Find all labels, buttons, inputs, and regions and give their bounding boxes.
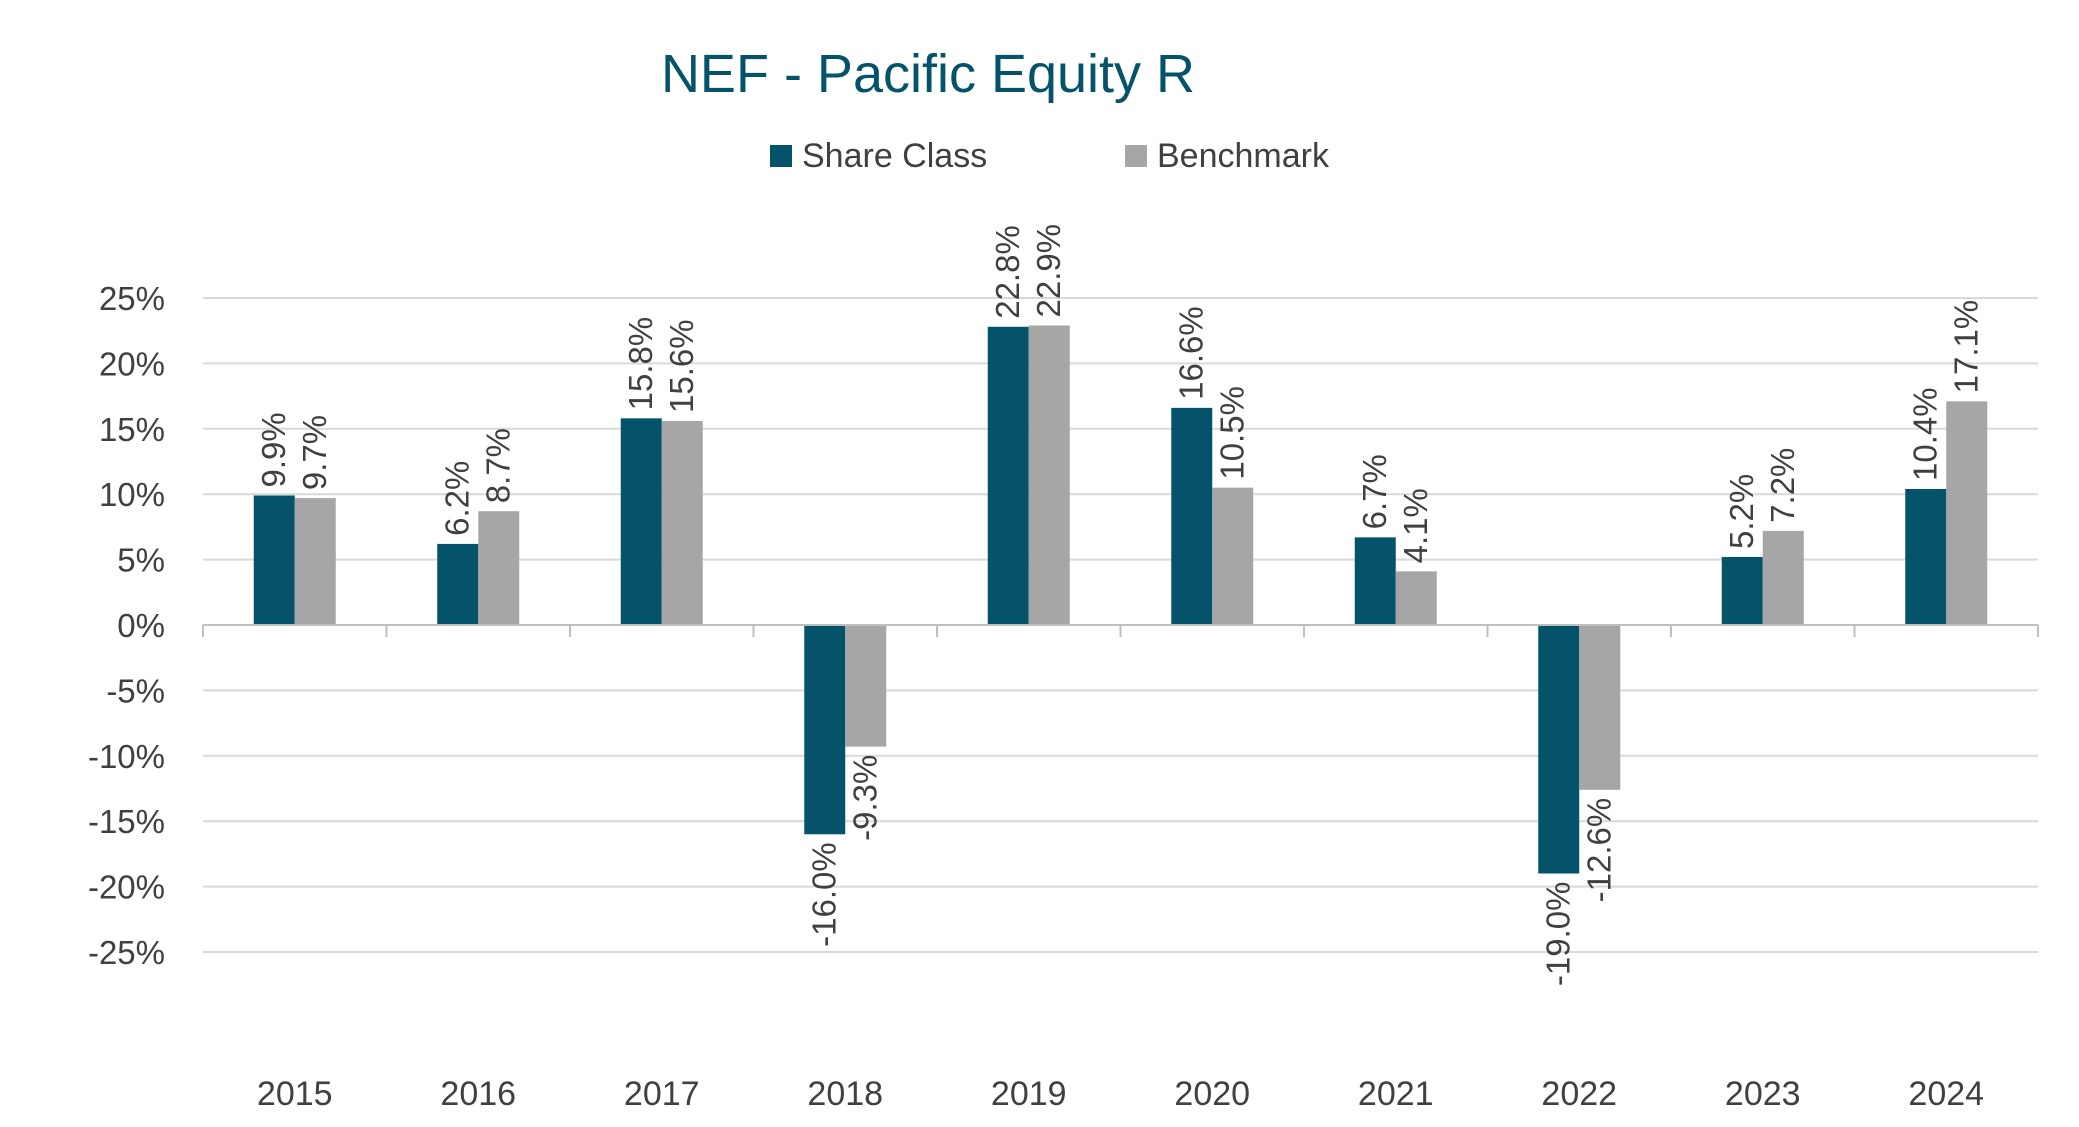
y-tick-label: -20%	[88, 869, 165, 906]
bar-share-class	[1721, 556, 1763, 625]
x-tick-label: 2020	[1174, 1075, 1250, 1113]
x-tick-label: 2017	[624, 1075, 700, 1113]
legend: Share Class Benchmark	[770, 137, 1330, 175]
legend-swatch-benchmark	[1125, 145, 1147, 167]
bar-share-class	[253, 495, 295, 625]
y-tick-label: -5%	[106, 672, 165, 709]
y-tick-label: -15%	[88, 803, 165, 840]
data-label-benchmark: 4.1%	[1397, 488, 1434, 563]
chart-title: NEF - Pacific Equity R	[661, 44, 1195, 104]
data-label-benchmark: -12.6%	[1581, 798, 1618, 903]
bar-benchmark	[1212, 487, 1254, 625]
y-tick-label: 20%	[99, 345, 165, 382]
data-label-share-class: 10.4%	[1907, 387, 1944, 481]
gridlines	[203, 297, 2038, 953]
bar-share-class	[804, 625, 846, 835]
x-tick-label: 2023	[1725, 1075, 1801, 1113]
bar-benchmark	[1395, 571, 1437, 625]
data-label-benchmark: 7.2%	[1764, 448, 1801, 523]
bar-benchmark	[294, 498, 336, 625]
x-tick-label: 2022	[1541, 1075, 1617, 1113]
bar-share-class	[1538, 625, 1580, 874]
data-label-benchmark: 9.7%	[296, 415, 333, 490]
bar-share-class	[437, 543, 479, 625]
bar-benchmark	[845, 625, 887, 747]
x-tick-label: 2024	[1908, 1075, 1984, 1113]
y-tick-label: 15%	[99, 411, 165, 448]
bar-benchmark	[1028, 325, 1070, 625]
bar-benchmark	[1946, 401, 1988, 625]
bar-benchmark	[1762, 530, 1804, 625]
y-tick-label: -10%	[88, 738, 165, 775]
data-label-share-class: 15.8%	[622, 317, 659, 411]
data-label-benchmark: 22.9%	[1030, 224, 1067, 318]
x-axis: 2015 2016 2017 2018 2019 2020 2021 2022 2023 2024	[202, 624, 2039, 1113]
data-label-share-class: 5.2%	[1723, 474, 1760, 549]
x-tick-label: 2016	[440, 1075, 516, 1113]
x-tick-label: 2021	[1358, 1075, 1434, 1113]
data-label-share-class: 6.2%	[439, 461, 476, 536]
bar-benchmark	[478, 511, 520, 625]
bar-share-class	[987, 326, 1029, 625]
data-label-benchmark: 15.6%	[663, 319, 700, 413]
data-label-share-class: 6.7%	[1356, 454, 1393, 529]
bar-benchmark	[1579, 625, 1621, 790]
x-tick-label: 2018	[807, 1075, 883, 1113]
data-label-benchmark: 17.1%	[1948, 300, 1985, 394]
data-label-share-class: 22.8%	[989, 225, 1026, 319]
bar-share-class	[620, 418, 662, 625]
bar-benchmark	[661, 420, 703, 625]
data-label-share-class: 16.6%	[1173, 306, 1210, 400]
data-label-share-class: -16.0%	[806, 842, 843, 947]
data-label-share-class: 9.9%	[255, 412, 292, 487]
bar-share-class	[1905, 488, 1947, 625]
y-tick-label: -25%	[88, 934, 165, 971]
data-label-benchmark: 8.7%	[480, 428, 517, 503]
legend-label-benchmark: Benchmark	[1157, 137, 1330, 175]
bar-share-class	[1354, 537, 1396, 625]
legend-swatch-share-class	[770, 145, 792, 167]
data-label-benchmark: -9.3%	[847, 755, 884, 841]
data-label-benchmark: 10.5%	[1214, 386, 1251, 480]
y-tick-label: 0%	[117, 607, 165, 644]
y-axis: 25% 20% 15% 10% 5% 0% -5% -10% -15% -20% -25%	[88, 280, 165, 971]
y-tick-label: 10%	[99, 476, 165, 513]
x-tick-label: 2015	[257, 1075, 333, 1113]
x-tick-label: 2019	[991, 1075, 1067, 1113]
bars	[253, 325, 1988, 874]
legend-label-share-class: Share Class	[802, 137, 987, 175]
data-labels: 9.9% 6.2% 15.8% -16.0% 22.8% 16.6% 6.7% -19.0% 5…	[255, 224, 1985, 986]
bar-share-class	[1171, 407, 1213, 625]
y-tick-label: 5%	[117, 542, 165, 579]
data-label-share-class: -19.0%	[1540, 882, 1577, 987]
y-tick-label: 25%	[99, 280, 165, 317]
